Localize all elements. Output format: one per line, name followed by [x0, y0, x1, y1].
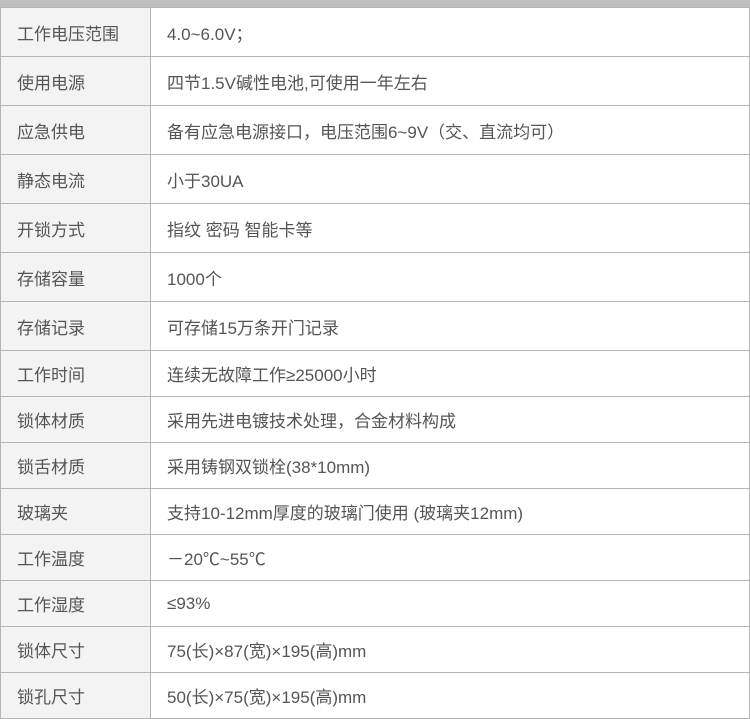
spec-label: 工作温度 — [1, 535, 151, 581]
table-row: 锁舌材质采用铸钢双锁栓(38*10mm) — [1, 443, 750, 489]
spec-label: 开锁方式 — [1, 204, 151, 253]
table-row: 锁体材质采用先进电镀技术处理，合金材料构成 — [1, 397, 750, 443]
spec-label: 使用电源 — [1, 57, 151, 106]
spec-label: 锁孔尺寸 — [1, 673, 151, 719]
spec-value: 小于30UA — [151, 155, 750, 204]
spec-value: 50(长)×75(宽)×195(高)mm — [151, 673, 750, 719]
spec-label: 锁舌材质 — [1, 443, 151, 489]
table-row: 静态电流小于30UA — [1, 155, 750, 204]
spec-value: 采用铸钢双锁栓(38*10mm) — [151, 443, 750, 489]
spec-value: 4.0~6.0V； — [151, 8, 750, 57]
table-row: 锁孔尺寸50(长)×75(宽)×195(高)mm — [1, 673, 750, 719]
table-row: 使用电源四节1.5V碱性电池,可使用一年左右 — [1, 57, 750, 106]
table-row: 存储容量1000个 — [1, 253, 750, 302]
spec-label: 工作电压范围 — [1, 8, 151, 57]
spec-value: 支持10-12mm厚度的玻璃门使用 (玻璃夹12mm) — [151, 489, 750, 535]
table-row: 应急供电备有应急电源接口，电压范围6~9V（交、直流均可） — [1, 106, 750, 155]
spec-table: 工作电压范围4.0~6.0V；使用电源四节1.5V碱性电池,可使用一年左右应急供… — [0, 7, 750, 719]
spec-value: ≤93% — [151, 581, 750, 627]
spec-label: 工作时间 — [1, 351, 151, 397]
table-row: 锁体尺寸75(长)×87(宽)×195(高)mm — [1, 627, 750, 673]
spec-label: 静态电流 — [1, 155, 151, 204]
spec-value: 四节1.5V碱性电池,可使用一年左右 — [151, 57, 750, 106]
spec-value: 指纹 密码 智能卡等 — [151, 204, 750, 253]
spec-value: 可存储15万条开门记录 — [151, 302, 750, 351]
spec-value: 备有应急电源接口，电压范围6~9V（交、直流均可） — [151, 106, 750, 155]
spec-label: 存储记录 — [1, 302, 151, 351]
spec-value: 连续无故障工作≥25000小时 — [151, 351, 750, 397]
spec-label: 应急供电 — [1, 106, 151, 155]
table-row: 存储记录可存储15万条开门记录 — [1, 302, 750, 351]
spec-value: 1000个 — [151, 253, 750, 302]
table-row: 玻璃夹支持10-12mm厚度的玻璃门使用 (玻璃夹12mm) — [1, 489, 750, 535]
spec-value: 采用先进电镀技术处理，合金材料构成 — [151, 397, 750, 443]
table-row: 工作湿度≤93% — [1, 581, 750, 627]
spec-value: －20℃~55℃ — [151, 535, 750, 581]
table-row: 工作电压范围4.0~6.0V； — [1, 8, 750, 57]
table-row: 工作时间连续无故障工作≥25000小时 — [1, 351, 750, 397]
spec-label: 锁体材质 — [1, 397, 151, 443]
spec-table-body: 工作电压范围4.0~6.0V；使用电源四节1.5V碱性电池,可使用一年左右应急供… — [1, 8, 750, 719]
table-row: 工作温度－20℃~55℃ — [1, 535, 750, 581]
spec-label: 存储容量 — [1, 253, 151, 302]
spec-value: 75(长)×87(宽)×195(高)mm — [151, 627, 750, 673]
spec-label: 锁体尺寸 — [1, 627, 151, 673]
spec-label: 玻璃夹 — [1, 489, 151, 535]
table-row: 开锁方式指纹 密码 智能卡等 — [1, 204, 750, 253]
spec-label: 工作湿度 — [1, 581, 151, 627]
top-bar — [0, 0, 750, 7]
